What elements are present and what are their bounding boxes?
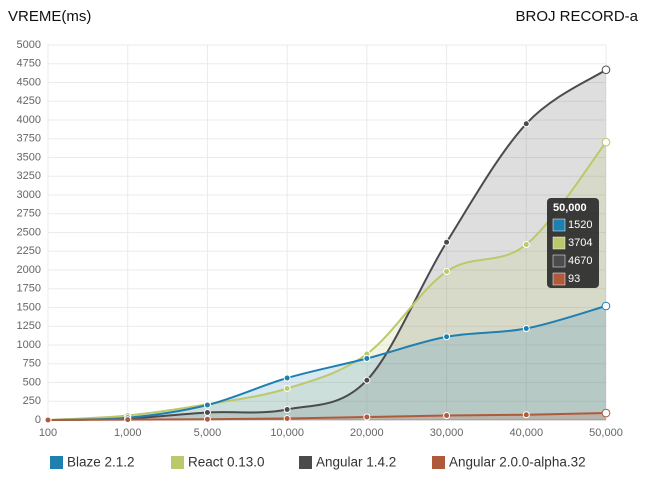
point: [203, 401, 211, 409]
x-tick-label: 40,000: [509, 427, 543, 439]
tooltip-value: 3704: [568, 237, 592, 249]
x-axis-label: BROJ RECORD-a: [515, 8, 638, 25]
point: [443, 412, 451, 419]
y-tick-label: 1750: [17, 283, 41, 295]
chart-title: VREME(ms): [8, 8, 91, 25]
point: [283, 415, 291, 422]
point: [363, 376, 371, 384]
point: [522, 411, 530, 419]
point: [601, 301, 611, 311]
y-tick-label: 3250: [17, 170, 41, 182]
x-tick-label: 1,000: [114, 427, 142, 439]
point: [283, 385, 291, 392]
y-tick-label: 500: [23, 376, 41, 388]
legend-swatch: [299, 456, 312, 469]
x-tick-label: 30,000: [430, 427, 464, 439]
point: [363, 355, 371, 362]
point: [601, 408, 611, 418]
line: [47, 305, 607, 421]
x-tick-label: 10,000: [270, 427, 304, 439]
y-tick-label: 750: [23, 358, 41, 370]
point: [601, 65, 611, 75]
x-tick-label: 5,000: [194, 427, 222, 439]
tooltip-swatch: [552, 254, 566, 268]
point: [203, 409, 211, 416]
point: [522, 120, 530, 128]
tooltip-value: 1520: [568, 219, 592, 231]
legend-label: Angular 1.4.2: [316, 455, 396, 470]
y-tick-label: 1000: [17, 339, 41, 351]
point: [44, 416, 52, 424]
tooltip-swatch: [552, 272, 566, 286]
legend-label: Blaze 2.1.2: [67, 455, 135, 470]
area: [48, 142, 606, 420]
tooltip-swatch: [552, 236, 566, 250]
y-tick-label: 3750: [17, 133, 41, 145]
point: [443, 238, 451, 246]
legend-swatch: [432, 456, 445, 469]
y-tick-label: 4750: [17, 58, 41, 70]
x-tick-label: 50,000: [589, 427, 623, 439]
y-tick-label: 250: [23, 395, 41, 407]
y-tick-label: 4500: [17, 76, 41, 88]
legend-swatch: [50, 456, 63, 469]
y-tick-label: 3000: [17, 189, 41, 201]
x-tick-label: 20,000: [350, 427, 384, 439]
tooltip-value: 4670: [568, 255, 592, 267]
point: [124, 416, 132, 424]
y-tick-label: 2750: [17, 208, 41, 220]
y-tick-label: 3500: [17, 151, 41, 163]
y-tick-label: 2250: [17, 245, 41, 257]
y-tick-label: 1500: [17, 301, 41, 313]
point: [363, 413, 371, 421]
area: [48, 69, 606, 420]
y-tick-label: 1250: [17, 320, 41, 332]
tooltip-swatch: [552, 218, 566, 232]
tooltip-title: 50,000: [553, 202, 587, 214]
point: [601, 137, 611, 147]
y-tick-label: 5000: [17, 39, 41, 51]
legend-label: React 0.13.0: [188, 455, 265, 470]
point: [443, 333, 451, 341]
y-tick-label: 2500: [17, 226, 41, 238]
y-tick-label: 2000: [17, 264, 41, 276]
point: [283, 406, 291, 413]
point: [522, 241, 530, 248]
legend-swatch: [171, 456, 184, 469]
point: [522, 325, 530, 332]
line: [47, 68, 607, 421]
area: [48, 413, 606, 420]
y-tick-label: 4000: [17, 114, 41, 126]
x-tick-label: 100: [39, 427, 57, 439]
line: [47, 412, 607, 421]
point: [443, 268, 451, 275]
legend-label: Angular 2.0.0-alpha.32: [449, 455, 586, 470]
point: [203, 415, 211, 423]
y-tick-label: 0: [35, 414, 41, 426]
point: [283, 374, 291, 382]
y-tick-label: 4250: [17, 95, 41, 107]
tooltip-value: 93: [568, 273, 580, 285]
